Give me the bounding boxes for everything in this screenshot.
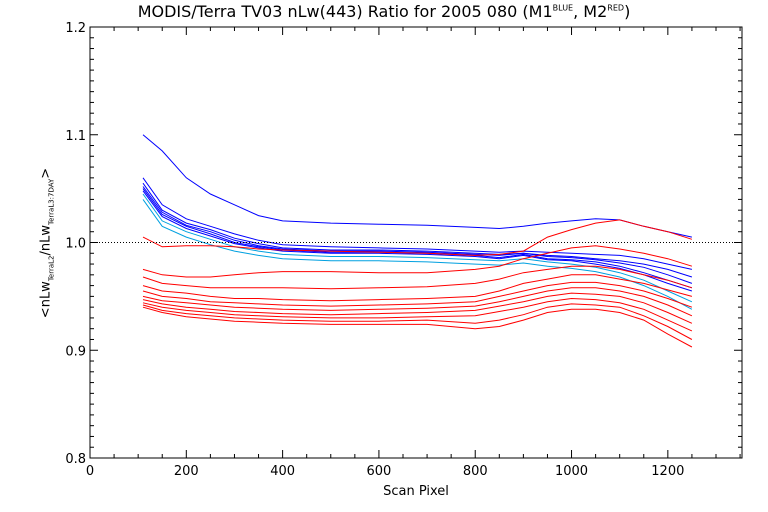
y-axis-label: <nLwTerraL2/nLwTerraL3:7DAY>	[38, 167, 56, 319]
y-tick-label: 1.1	[65, 129, 86, 144]
series-line-red	[142, 306, 693, 348]
series-line-red	[142, 245, 693, 278]
series-line-red	[142, 292, 693, 324]
series-line-cyan	[142, 193, 693, 303]
chart-title: MODIS/Terra TV03 nLw(443) Ratio for 2005…	[137, 2, 631, 21]
series-line-red	[142, 303, 693, 340]
y-tick-label: 1.0	[65, 237, 86, 252]
plot-frame	[89, 26, 743, 459]
y-tick-label: 0.9	[65, 344, 86, 359]
series-line-red	[142, 219, 693, 256]
series-line-red	[142, 297, 693, 332]
series-line-red	[142, 265, 693, 290]
series-line-red	[142, 274, 693, 302]
series-line-red	[142, 281, 693, 308]
series-line-blue	[142, 134, 693, 238]
y-tick-label: 1.2	[65, 21, 86, 36]
x-tick-label: 800	[463, 464, 488, 479]
x-tick-label: 0	[86, 464, 94, 479]
y-tick-label: 0.8	[65, 452, 86, 467]
x-tick-label: 200	[174, 464, 199, 479]
x-tick-label: 1200	[651, 464, 684, 479]
series-line-blue	[142, 182, 693, 278]
series-line-red	[142, 287, 693, 317]
series-line-blue	[142, 177, 693, 270]
x-tick-label: 1000	[555, 464, 588, 479]
x-axis-label: Scan Pixel	[383, 484, 449, 499]
x-tick-label: 600	[367, 464, 392, 479]
x-tick-label: 400	[270, 464, 295, 479]
series-line-blue	[142, 190, 693, 292]
series-line-blue	[142, 186, 693, 284]
